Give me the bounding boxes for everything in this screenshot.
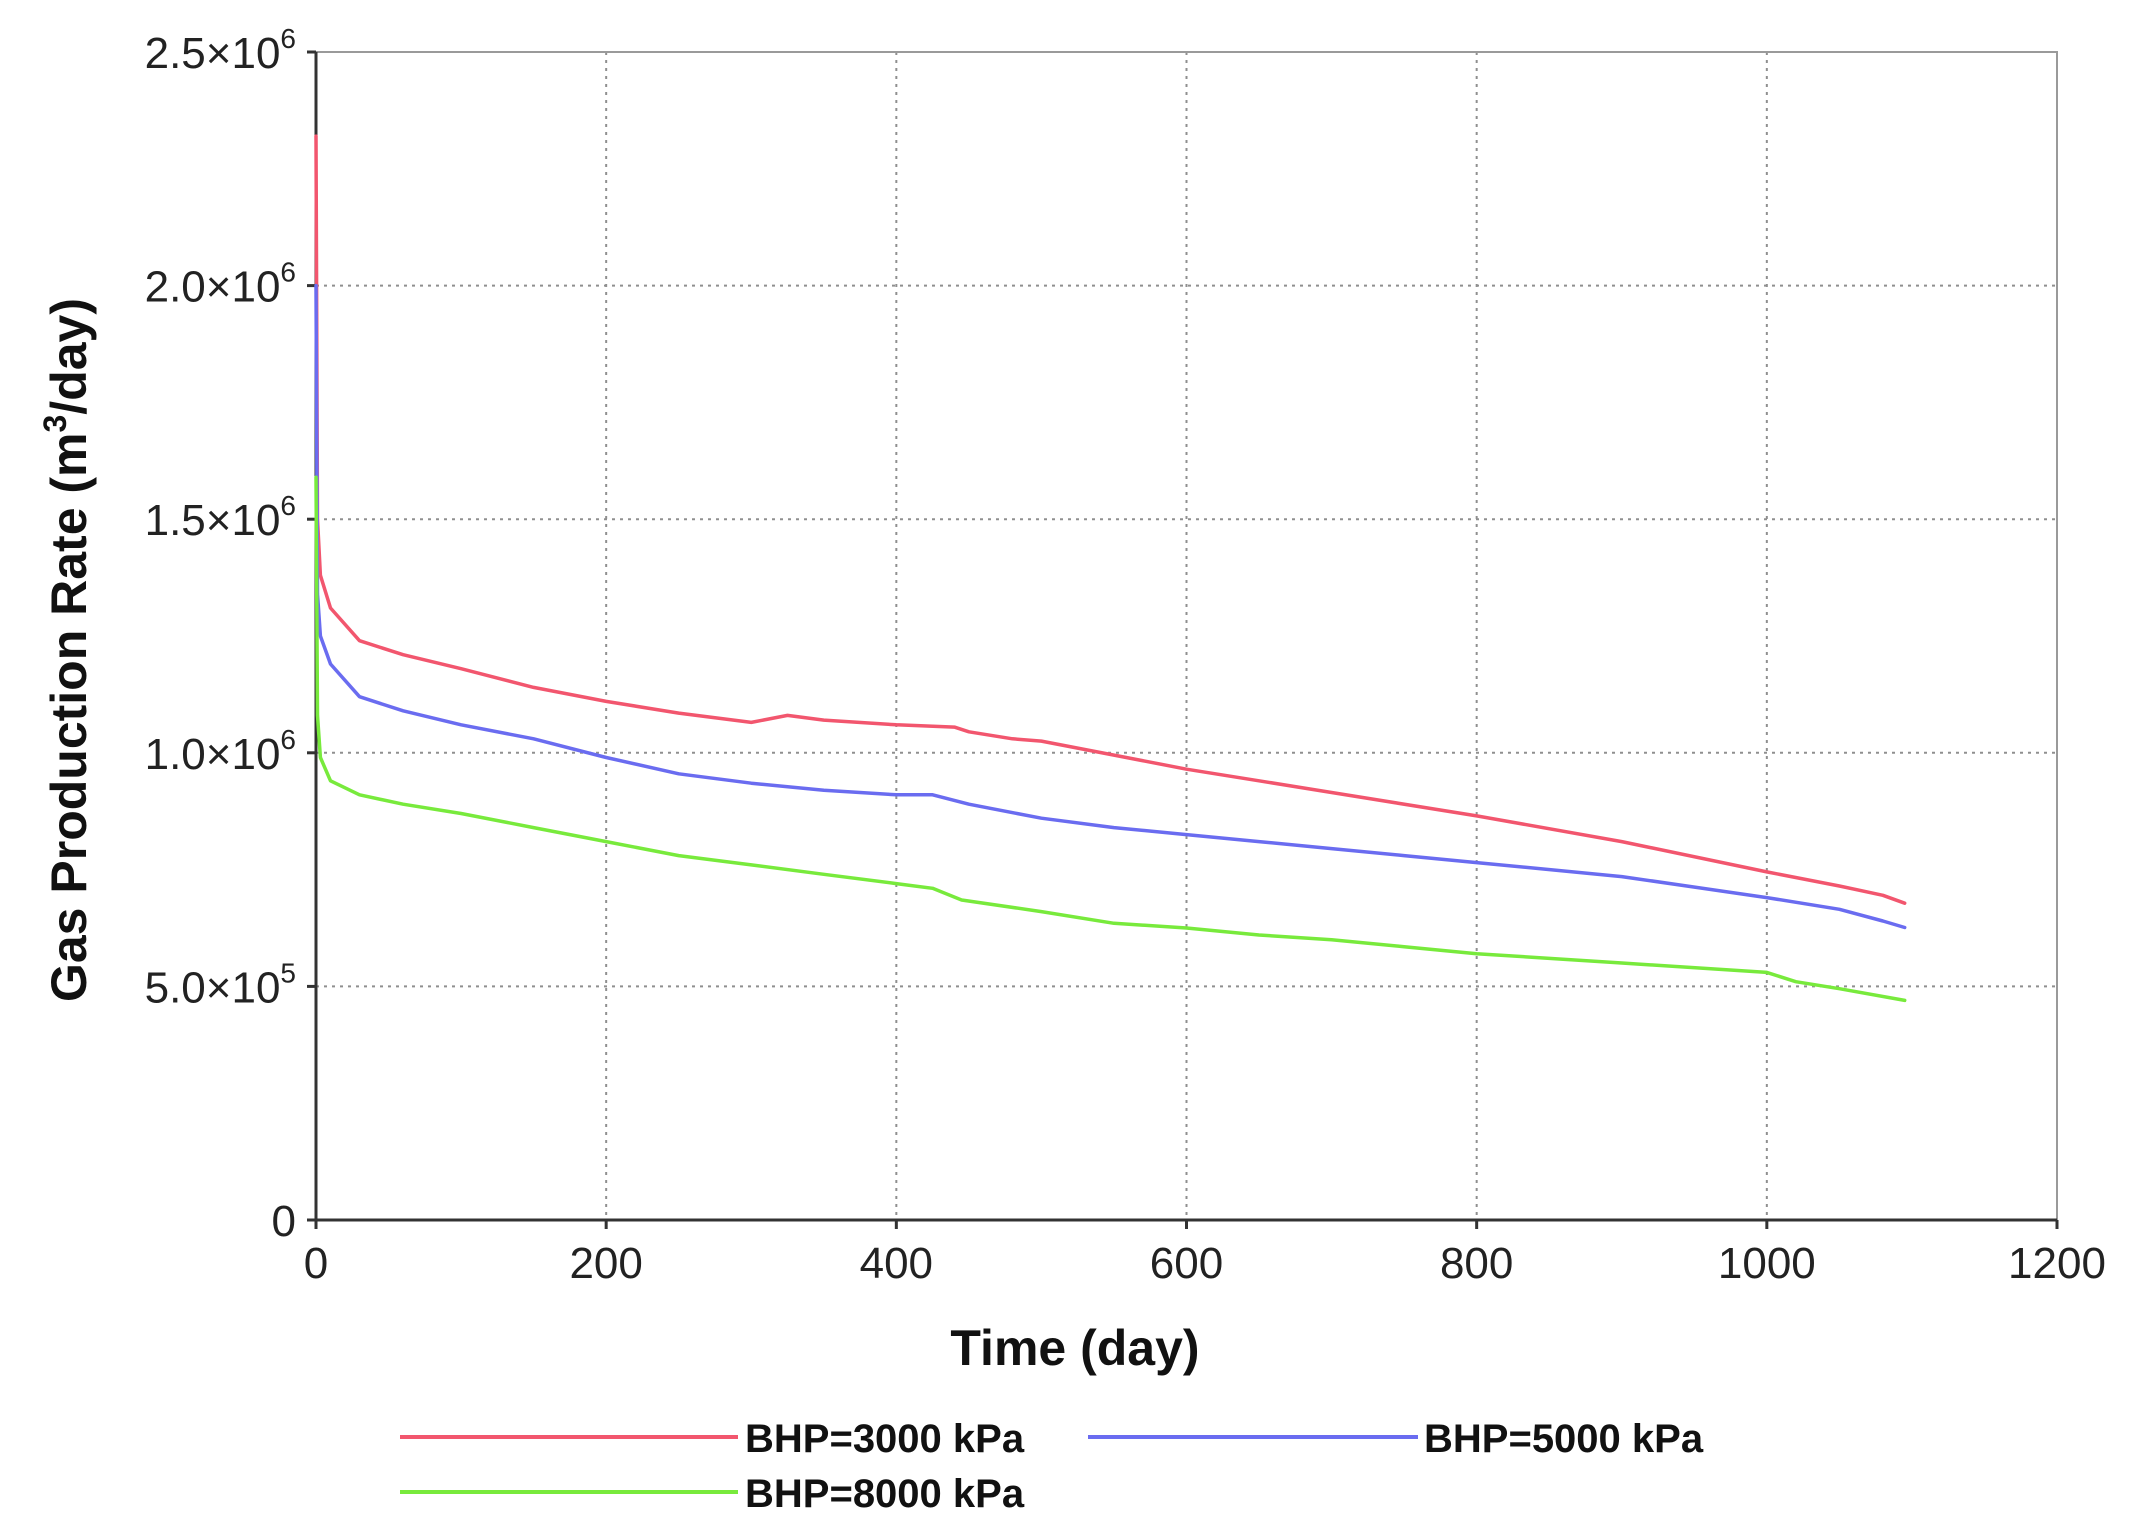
series-lines [314,134,1907,1003]
legend-label-1: BHP=3000 kPa [745,1417,1025,1461]
y-axis-title: Gas Production Rate (m3/day) [37,298,97,1002]
y-tick-label: 2.0×106 [145,257,296,312]
legend-label-3: BHP=8000 kPa [745,1472,1025,1516]
x-tick-label: 600 [1150,1239,1223,1288]
y-tick-label-base: 5.0×10 [145,963,281,1012]
y-tick-label-base: 1.0×10 [145,730,281,779]
y-tick-label: 1.5×106 [145,490,296,545]
tick-labels: 0 200 400 600 800 1000 120005.0×1051.0×1061.5×… [145,23,2106,1288]
y-axis-title-end: /day) [41,298,97,415]
y-tick-label-exponent: 6 [280,257,296,288]
y-tick-label-exponent: 6 [280,724,296,755]
series-line-3 [314,475,1907,1003]
x-tick-label: 0 [304,1239,328,1288]
y-tick-label-base: 2.5×10 [145,29,281,78]
x-tick-label: 200 [569,1239,642,1288]
x-tick-label: 800 [1440,1239,1513,1288]
y-tick-label: 5.0×105 [145,957,296,1012]
y-tick-label: 0 [272,1197,296,1246]
series-line-2 [314,283,1907,930]
y-tick-label-base: 0 [272,1197,296,1246]
grid [316,52,2057,1220]
series-line-1 [314,134,1907,905]
x-tick-label: 1000 [1718,1239,1816,1288]
y-tick-label-base: 2.0×10 [145,263,281,312]
legend: BHP=3000 kPa BHP=5000 kPa BHP=8000 kPa [400,1417,1704,1516]
x-tick-label: 400 [860,1239,933,1288]
x-tick-label: 1200 [2008,1239,2106,1288]
y-tick-label: 1.0×106 [145,724,296,779]
y-tick-label-base: 1.5×10 [145,496,281,545]
y-axis-title-superscript: 3 [37,415,73,433]
y-axis-title-main: Gas Production Rate (m [41,432,97,1002]
legend-label-2: BHP=5000 kPa [1424,1417,1704,1461]
y-tick-label-exponent: 6 [280,23,296,54]
y-tick-label-exponent: 6 [280,490,296,521]
y-tick-label: 2.5×106 [145,23,296,78]
y-tick-label-exponent: 5 [280,957,296,988]
x-axis-title: Time (day) [950,1320,1199,1376]
